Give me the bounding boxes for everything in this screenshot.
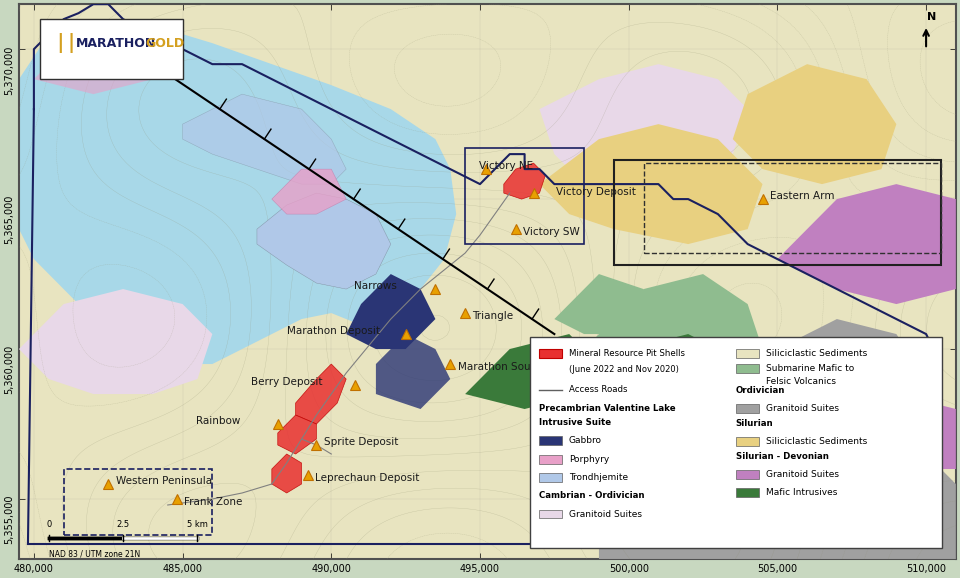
Polygon shape [63, 184, 138, 229]
Text: Access Roads: Access Roads [569, 386, 628, 394]
Polygon shape [287, 274, 347, 304]
Polygon shape [837, 394, 956, 469]
Bar [613, 160, 941, 265]
FancyBboxPatch shape [735, 364, 759, 373]
Text: MARATHON: MARATHON [76, 36, 156, 50]
Polygon shape [466, 334, 599, 409]
Bar [40, 19, 182, 79]
Polygon shape [242, 184, 391, 304]
Polygon shape [296, 364, 347, 424]
Text: Silurian: Silurian [735, 419, 774, 428]
Text: Marathon South: Marathon South [458, 362, 541, 372]
Polygon shape [257, 193, 391, 289]
Text: Siliciclastic Sediments: Siliciclastic Sediments [766, 349, 867, 358]
Text: Mineral Resource Pit Shells: Mineral Resource Pit Shells [569, 349, 684, 358]
Text: Eastern Arm: Eastern Arm [770, 191, 834, 201]
Polygon shape [554, 274, 643, 334]
Text: Western Peninsula: Western Peninsula [116, 476, 212, 486]
FancyBboxPatch shape [735, 349, 759, 358]
Text: Granitoid Suites: Granitoid Suites [766, 470, 839, 479]
Text: (June 2022 and Nov 2020): (June 2022 and Nov 2020) [569, 365, 679, 374]
Polygon shape [19, 4, 956, 559]
Text: Gabbro: Gabbro [569, 436, 602, 445]
Polygon shape [584, 274, 762, 409]
Text: Victory SW: Victory SW [523, 227, 580, 237]
Text: ||: || [55, 33, 78, 53]
Polygon shape [732, 64, 897, 184]
FancyBboxPatch shape [539, 510, 563, 518]
Text: Siliciclastic Sediments: Siliciclastic Sediments [766, 437, 867, 446]
Polygon shape [277, 415, 317, 454]
Text: Narrows: Narrows [353, 281, 396, 291]
Polygon shape [153, 79, 257, 139]
FancyBboxPatch shape [735, 437, 759, 446]
FancyBboxPatch shape [735, 488, 759, 497]
Polygon shape [504, 163, 545, 199]
FancyBboxPatch shape [539, 436, 563, 445]
Text: Granitoid Suites: Granitoid Suites [766, 404, 839, 413]
Text: Ordivician: Ordivician [735, 386, 785, 395]
FancyBboxPatch shape [735, 404, 759, 413]
Text: Granitoid Suites: Granitoid Suites [569, 510, 642, 518]
Polygon shape [540, 124, 762, 244]
Polygon shape [272, 169, 347, 214]
Text: Mafic Intrusives: Mafic Intrusives [766, 488, 837, 497]
Polygon shape [778, 184, 956, 304]
Polygon shape [19, 289, 212, 394]
Text: 2.5: 2.5 [116, 520, 130, 529]
Polygon shape [19, 19, 456, 364]
Text: Precambrian Valentine Lake: Precambrian Valentine Lake [539, 403, 676, 413]
Bar [466, 148, 584, 244]
Text: N: N [927, 12, 937, 22]
FancyBboxPatch shape [539, 349, 563, 358]
Text: Berry Deposit: Berry Deposit [251, 377, 323, 387]
Text: Sprite Deposit: Sprite Deposit [324, 437, 398, 447]
Polygon shape [718, 319, 926, 439]
Text: Leprechaun Deposit: Leprechaun Deposit [315, 473, 420, 483]
Text: Victory Deposit: Victory Deposit [556, 187, 636, 197]
Bar [63, 469, 212, 535]
Text: 0: 0 [46, 520, 52, 529]
FancyBboxPatch shape [539, 473, 563, 482]
Text: Silurian - Devonian: Silurian - Devonian [735, 452, 828, 461]
Polygon shape [599, 424, 956, 559]
Polygon shape [569, 334, 762, 439]
Text: Marathon Deposit: Marathon Deposit [287, 326, 380, 336]
Polygon shape [347, 274, 436, 349]
FancyBboxPatch shape [735, 470, 759, 479]
Text: Intrusive Suite: Intrusive Suite [539, 418, 612, 427]
Text: Felsic Volcanics: Felsic Volcanics [766, 377, 835, 386]
Text: Victory NE: Victory NE [478, 161, 533, 171]
Text: Porphyry: Porphyry [569, 455, 610, 464]
Polygon shape [182, 94, 347, 184]
Polygon shape [376, 334, 450, 409]
Text: Submarine Mafic to: Submarine Mafic to [766, 364, 853, 373]
Polygon shape [272, 454, 301, 493]
Text: Triangle: Triangle [472, 311, 514, 321]
Text: GOLD: GOLD [145, 36, 184, 50]
Bar [643, 163, 941, 253]
FancyBboxPatch shape [539, 455, 563, 464]
Text: Frank Zone: Frank Zone [184, 497, 243, 507]
Text: NAD 83 / UTM zone 21N: NAD 83 / UTM zone 21N [49, 550, 140, 559]
Text: Trondhjemite: Trondhjemite [569, 473, 628, 482]
Text: Rainbow: Rainbow [196, 416, 240, 426]
Polygon shape [34, 19, 182, 94]
Bar [530, 337, 942, 548]
Text: 5 km: 5 km [187, 520, 208, 529]
Polygon shape [540, 64, 748, 199]
Text: Cambrian - Ordivician: Cambrian - Ordivician [539, 491, 644, 500]
